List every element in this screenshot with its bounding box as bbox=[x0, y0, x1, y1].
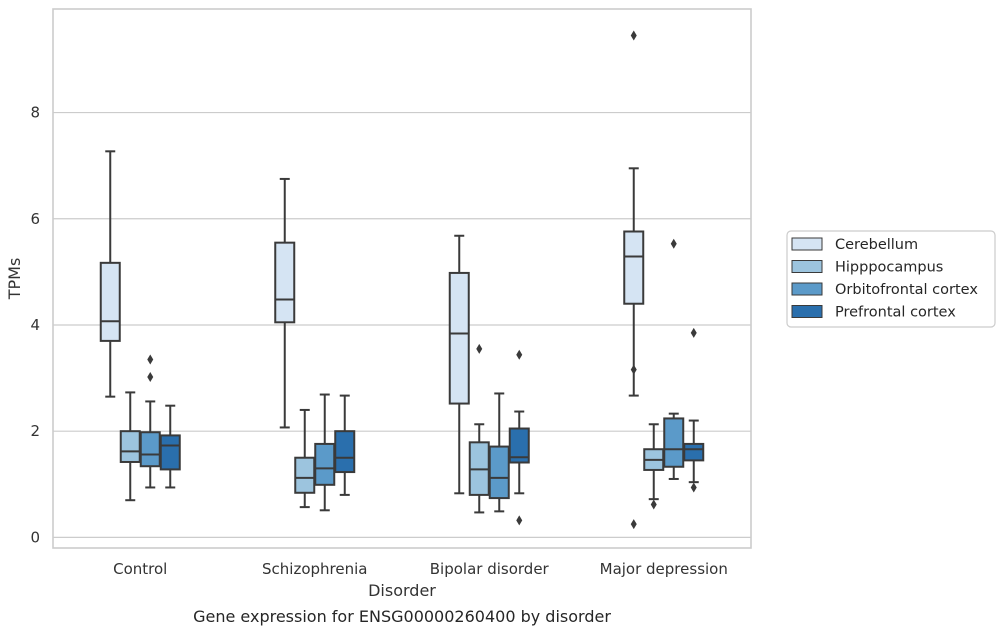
legend-item: Cerebellum bbox=[791, 237, 918, 253]
iqr-box bbox=[314, 442, 336, 486]
y-axis-tick-labels: 0 2 4 6 8 bbox=[30, 104, 40, 547]
series-prefrontal-cortex bbox=[159, 327, 705, 526]
iqr-box bbox=[274, 241, 296, 324]
outlier-point bbox=[630, 364, 637, 375]
x-tick-label: Major depression bbox=[600, 560, 728, 578]
iqr-box bbox=[683, 442, 705, 462]
box-element bbox=[468, 343, 490, 514]
outlier-point bbox=[147, 354, 154, 365]
legend-item: Orbitofrontal cortex bbox=[791, 282, 978, 298]
legend-item: Hipppocampus bbox=[791, 260, 943, 276]
iqr-box bbox=[448, 271, 470, 405]
x-tick-label: Bipolar disorder bbox=[430, 560, 550, 578]
box-element bbox=[314, 393, 336, 512]
y-tick-label: 0 bbox=[30, 528, 40, 546]
outlier-point bbox=[630, 30, 637, 41]
box-element bbox=[663, 238, 685, 480]
box-element bbox=[274, 177, 296, 429]
box-element bbox=[643, 423, 665, 510]
y-tick-label: 8 bbox=[30, 104, 40, 122]
y-tick-label: 2 bbox=[30, 422, 40, 440]
series-hipppocampus bbox=[119, 343, 665, 514]
legend-label: Prefrontal cortex bbox=[835, 305, 956, 321]
legend-swatch bbox=[791, 260, 823, 273]
iqr-box bbox=[508, 427, 530, 464]
legend-swatch bbox=[791, 305, 823, 318]
figure-caption: Gene expression for ENSG00000260400 by d… bbox=[193, 607, 611, 626]
box-element bbox=[119, 391, 141, 502]
box-element bbox=[294, 408, 316, 509]
legend: Cerebellum Hipppocampus Orbitofrontal cort… bbox=[786, 230, 996, 328]
outlier-point bbox=[476, 343, 483, 354]
x-axis-tick-labels: Control Schizophrenia Bipolar disorder Majo… bbox=[113, 560, 728, 578]
outlier-point bbox=[516, 515, 523, 526]
box-element bbox=[488, 392, 510, 513]
x-tick-label: Control bbox=[113, 560, 167, 578]
x-tick-label: Schizophrenia bbox=[262, 560, 367, 578]
iqr-box bbox=[334, 430, 356, 474]
outlier-point bbox=[630, 519, 637, 530]
iqr-box bbox=[99, 261, 121, 342]
box-element bbox=[623, 30, 645, 530]
outlier-point bbox=[690, 327, 697, 338]
legend-frame bbox=[786, 230, 996, 328]
iqr-box bbox=[663, 417, 685, 468]
outlier-point bbox=[147, 372, 154, 383]
box-element bbox=[448, 234, 470, 495]
legend-label: Hipppocampus bbox=[835, 260, 943, 276]
box-element bbox=[334, 394, 356, 496]
iqr-box bbox=[159, 434, 181, 471]
plot-area-frame bbox=[52, 8, 752, 549]
outlier-point bbox=[690, 482, 697, 493]
outlier-point bbox=[670, 238, 677, 249]
box-element bbox=[139, 354, 161, 489]
grid-lines bbox=[53, 111, 751, 538]
y-axis-label: TPMs bbox=[5, 258, 24, 301]
outlier-point bbox=[650, 499, 657, 510]
box-element bbox=[159, 404, 181, 489]
iqr-box bbox=[119, 430, 141, 463]
iqr-box bbox=[623, 230, 645, 305]
y-tick-label: 4 bbox=[30, 316, 40, 334]
legend-label: Orbitofrontal cortex bbox=[835, 282, 978, 298]
iqr-box bbox=[294, 456, 316, 494]
outlier-point bbox=[516, 349, 523, 360]
legend-label: Cerebellum bbox=[835, 237, 918, 253]
box-element bbox=[99, 150, 121, 398]
series-cerebellum bbox=[99, 30, 645, 530]
iqr-box bbox=[488, 445, 510, 500]
legend-swatch bbox=[791, 237, 823, 251]
x-axis-label: Disorder bbox=[368, 581, 436, 600]
y-tick-label: 6 bbox=[30, 210, 40, 228]
series-orbitofrontal-cortex bbox=[139, 238, 685, 513]
legend-swatch bbox=[791, 282, 823, 296]
box-element bbox=[683, 327, 705, 493]
box-series bbox=[99, 30, 705, 530]
box-element bbox=[508, 349, 530, 526]
legend-item: Prefrontal cortex bbox=[791, 305, 956, 321]
iqr-box bbox=[139, 431, 161, 468]
